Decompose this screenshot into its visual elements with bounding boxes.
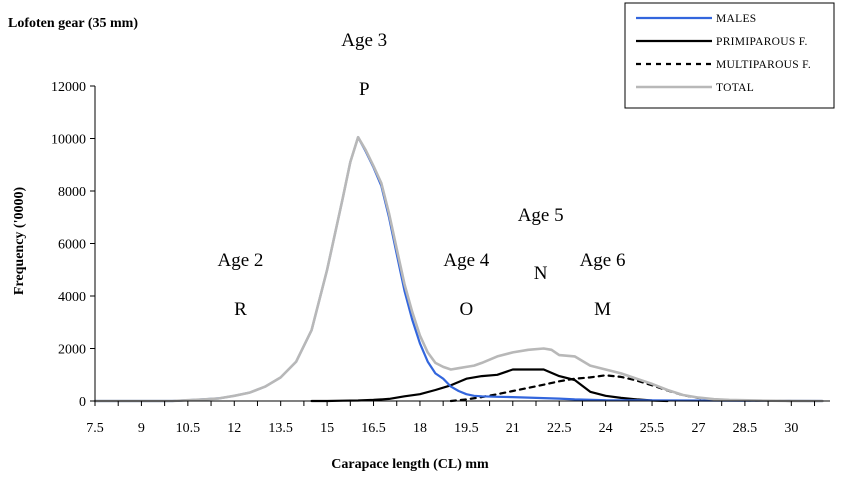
y-tick-label: 12000 — [51, 80, 86, 95]
series-line-primiparous-f — [310, 368, 669, 403]
x-tick-label: 27 — [691, 421, 705, 436]
x-tick-label: 30 — [784, 421, 798, 436]
age-annotations: Age 2 R Age 3 P Age 4 O Age 5 N Age 6 M — [217, 30, 625, 320]
x-axis-title: Carapace length (CL) mm — [331, 457, 489, 472]
x-tick-label: 13.5 — [268, 421, 293, 436]
annotation-age-label: Age 4 — [443, 250, 489, 271]
annotation-age-label: Age 2 — [217, 250, 263, 271]
x-tick-label: 7.5 — [86, 421, 104, 436]
x-tick-label: 16.5 — [361, 421, 386, 436]
legend-label-total: TOTAL — [716, 82, 754, 94]
axes — [94, 86, 830, 402]
x-tick-label: 25.5 — [640, 421, 665, 436]
x-tick-label: 24 — [599, 421, 613, 436]
annotation-cohort-letter: M — [594, 299, 611, 320]
legend-label-primiparous-f: PRIMIPAROUS F. — [716, 36, 808, 48]
series-layer — [93, 135, 824, 403]
legend-label-males: MALES — [716, 13, 756, 25]
legend: MALES PRIMIPAROUS F. MULTIPAROUS F. TOTAL — [624, 2, 835, 109]
x-tick-label: 28.5 — [733, 421, 758, 436]
annotation-cohort-letter: N — [534, 263, 548, 284]
chart-title: Lofoten gear (35 mm) — [8, 16, 138, 31]
annotation-age-label: Age 6 — [580, 250, 626, 271]
x-tick-label: 18 — [413, 421, 427, 436]
y-tick-label: 2000 — [58, 343, 86, 358]
y-axis-title: Frequency ('0000) — [12, 187, 27, 296]
legend-label-multiparous-f: MULTIPAROUS F. — [716, 59, 811, 71]
x-tick-label: 15 — [320, 421, 334, 436]
y-tick-label: 8000 — [58, 185, 86, 200]
annotation-age-label: Age 5 — [518, 205, 564, 226]
y-axis-ticks: 0 2000 4000 6000 8000 10000 12000 — [51, 80, 95, 410]
x-tick-label: 19.5 — [454, 421, 479, 436]
y-tick-label: 4000 — [58, 290, 86, 305]
legend-box — [624, 2, 835, 109]
x-tick-label: 22.5 — [547, 421, 572, 436]
x-axis-ticks: 7.5 9 10.5 12 13.5 15 16.5 18 19.5 21 22.5 24 25.5 27… — [86, 401, 816, 436]
y-tick-label: 10000 — [51, 133, 86, 148]
y-tick-label: 0 — [79, 395, 86, 410]
series-line-total — [93, 135, 824, 403]
x-tick-label: 9 — [138, 421, 145, 436]
x-tick-label: 10.5 — [176, 421, 201, 436]
annotation-cohort-letter: O — [460, 299, 474, 320]
y-tick-label: 6000 — [58, 238, 86, 253]
annotation-cohort-letter: R — [234, 299, 247, 320]
x-tick-label: 21 — [506, 421, 520, 436]
x-tick-label: 12 — [227, 421, 241, 436]
annotation-cohort-letter: P — [359, 79, 370, 100]
annotation-age-label: Age 3 — [341, 30, 387, 51]
